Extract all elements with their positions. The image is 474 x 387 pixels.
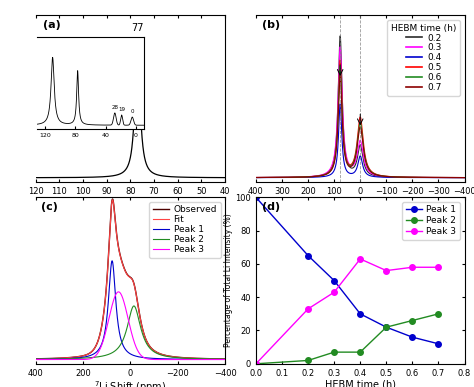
Peak 2 — [305, 358, 311, 363]
Peak 1 — [436, 341, 441, 346]
Line: Peak 3: Peak 3 — [36, 292, 225, 360]
Fit — [79, 354, 84, 358]
Line: Peak 3: Peak 3 — [253, 256, 441, 366]
Text: (c): (c) — [41, 202, 58, 212]
Legend: 0.2, 0.3, 0.4, 0.5, 0.6, 0.7: 0.2, 0.3, 0.4, 0.5, 0.6, 0.7 — [387, 20, 460, 96]
Peak 1 — [104, 314, 110, 319]
Fit — [222, 357, 228, 361]
Peak 3 — [383, 268, 389, 273]
Fit — [221, 356, 227, 361]
Observed — [104, 276, 110, 281]
Observed — [33, 356, 38, 361]
Peak 1 — [410, 335, 415, 339]
Text: (d): (d) — [262, 202, 280, 212]
Peak 1 — [79, 355, 84, 360]
Peak 2 — [383, 325, 389, 329]
Peak 2 — [104, 353, 110, 357]
Peak 2 — [79, 356, 84, 361]
Peak 3 — [79, 357, 84, 362]
Fit — [77, 354, 82, 359]
Peak 1 — [383, 325, 389, 329]
Peak 2 — [253, 361, 259, 366]
Peak 3 — [436, 265, 441, 270]
Fit — [78, 354, 83, 359]
Line: Observed: Observed — [36, 199, 225, 359]
Line: Peak 2: Peak 2 — [253, 311, 441, 366]
Peak 2 — [436, 312, 441, 316]
Peak 3 — [305, 307, 311, 311]
Peak 1 — [221, 357, 227, 362]
Peak 3 — [78, 357, 83, 362]
Line: Fit: Fit — [36, 200, 225, 359]
Text: (b): (b) — [262, 21, 280, 31]
Text: (a): (a) — [43, 21, 61, 31]
Peak 2 — [131, 304, 137, 308]
X-axis label: $^7$Li Shift (ppm): $^7$Li Shift (ppm) — [94, 379, 166, 387]
Peak 1 — [331, 278, 337, 283]
Observed — [78, 354, 83, 359]
Line: Peak 2: Peak 2 — [36, 306, 225, 359]
Fit — [109, 197, 115, 202]
Peak 2 — [331, 350, 337, 354]
Peak 1 — [118, 335, 123, 340]
Peak 3 — [253, 361, 259, 366]
Peak 1 — [305, 253, 311, 258]
X-axis label: $^7$Li Shift (ppm): $^7$Li Shift (ppm) — [324, 197, 396, 213]
Peak 2 — [222, 357, 228, 361]
Peak 1 — [78, 355, 83, 360]
Peak 1 — [253, 195, 259, 200]
Observed — [222, 357, 228, 361]
Peak 1 — [109, 259, 115, 263]
Peak 2 — [77, 356, 82, 361]
X-axis label: $^7$Li Shift (ppm): $^7$Li Shift (ppm) — [94, 197, 166, 213]
Peak 3 — [331, 290, 337, 295]
Peak 2 — [78, 356, 83, 361]
X-axis label: HEBM time (h): HEBM time (h) — [325, 379, 396, 387]
Observed — [77, 354, 82, 359]
Observed — [79, 354, 84, 358]
Peak 3 — [33, 357, 38, 362]
Fit — [118, 255, 123, 259]
Peak 3 — [104, 324, 110, 329]
Peak 1 — [357, 312, 363, 316]
Legend: Peak 1, Peak 2, Peak 3: Peak 1, Peak 2, Peak 3 — [402, 202, 460, 240]
Peak 3 — [77, 357, 82, 362]
Text: 77: 77 — [131, 23, 144, 33]
Observed — [221, 356, 227, 361]
Fit — [33, 356, 38, 361]
Peak 3 — [221, 357, 227, 362]
Peak 2 — [118, 342, 123, 347]
Observed — [109, 197, 115, 201]
Y-axis label: Percentage of Total Li Intensity (%): Percentage of Total Li Intensity (%) — [224, 214, 233, 348]
Peak 1 — [222, 357, 228, 362]
Peak 2 — [410, 318, 415, 323]
Peak 3 — [116, 289, 121, 294]
Peak 3 — [357, 257, 363, 261]
Line: Peak 1: Peak 1 — [253, 195, 441, 347]
Peak 2 — [221, 357, 227, 361]
Peak 1 — [33, 357, 38, 361]
Peak 2 — [33, 357, 38, 361]
Peak 3 — [222, 357, 228, 362]
Fit — [104, 277, 110, 281]
Line: Peak 1: Peak 1 — [36, 261, 225, 360]
Peak 3 — [410, 265, 415, 270]
Peak 2 — [357, 350, 363, 354]
Legend: Observed, Fit, Peak 1, Peak 2, Peak 3: Observed, Fit, Peak 1, Peak 2, Peak 3 — [149, 202, 220, 258]
Peak 3 — [118, 291, 123, 296]
Peak 1 — [77, 355, 82, 360]
Observed — [118, 254, 123, 259]
